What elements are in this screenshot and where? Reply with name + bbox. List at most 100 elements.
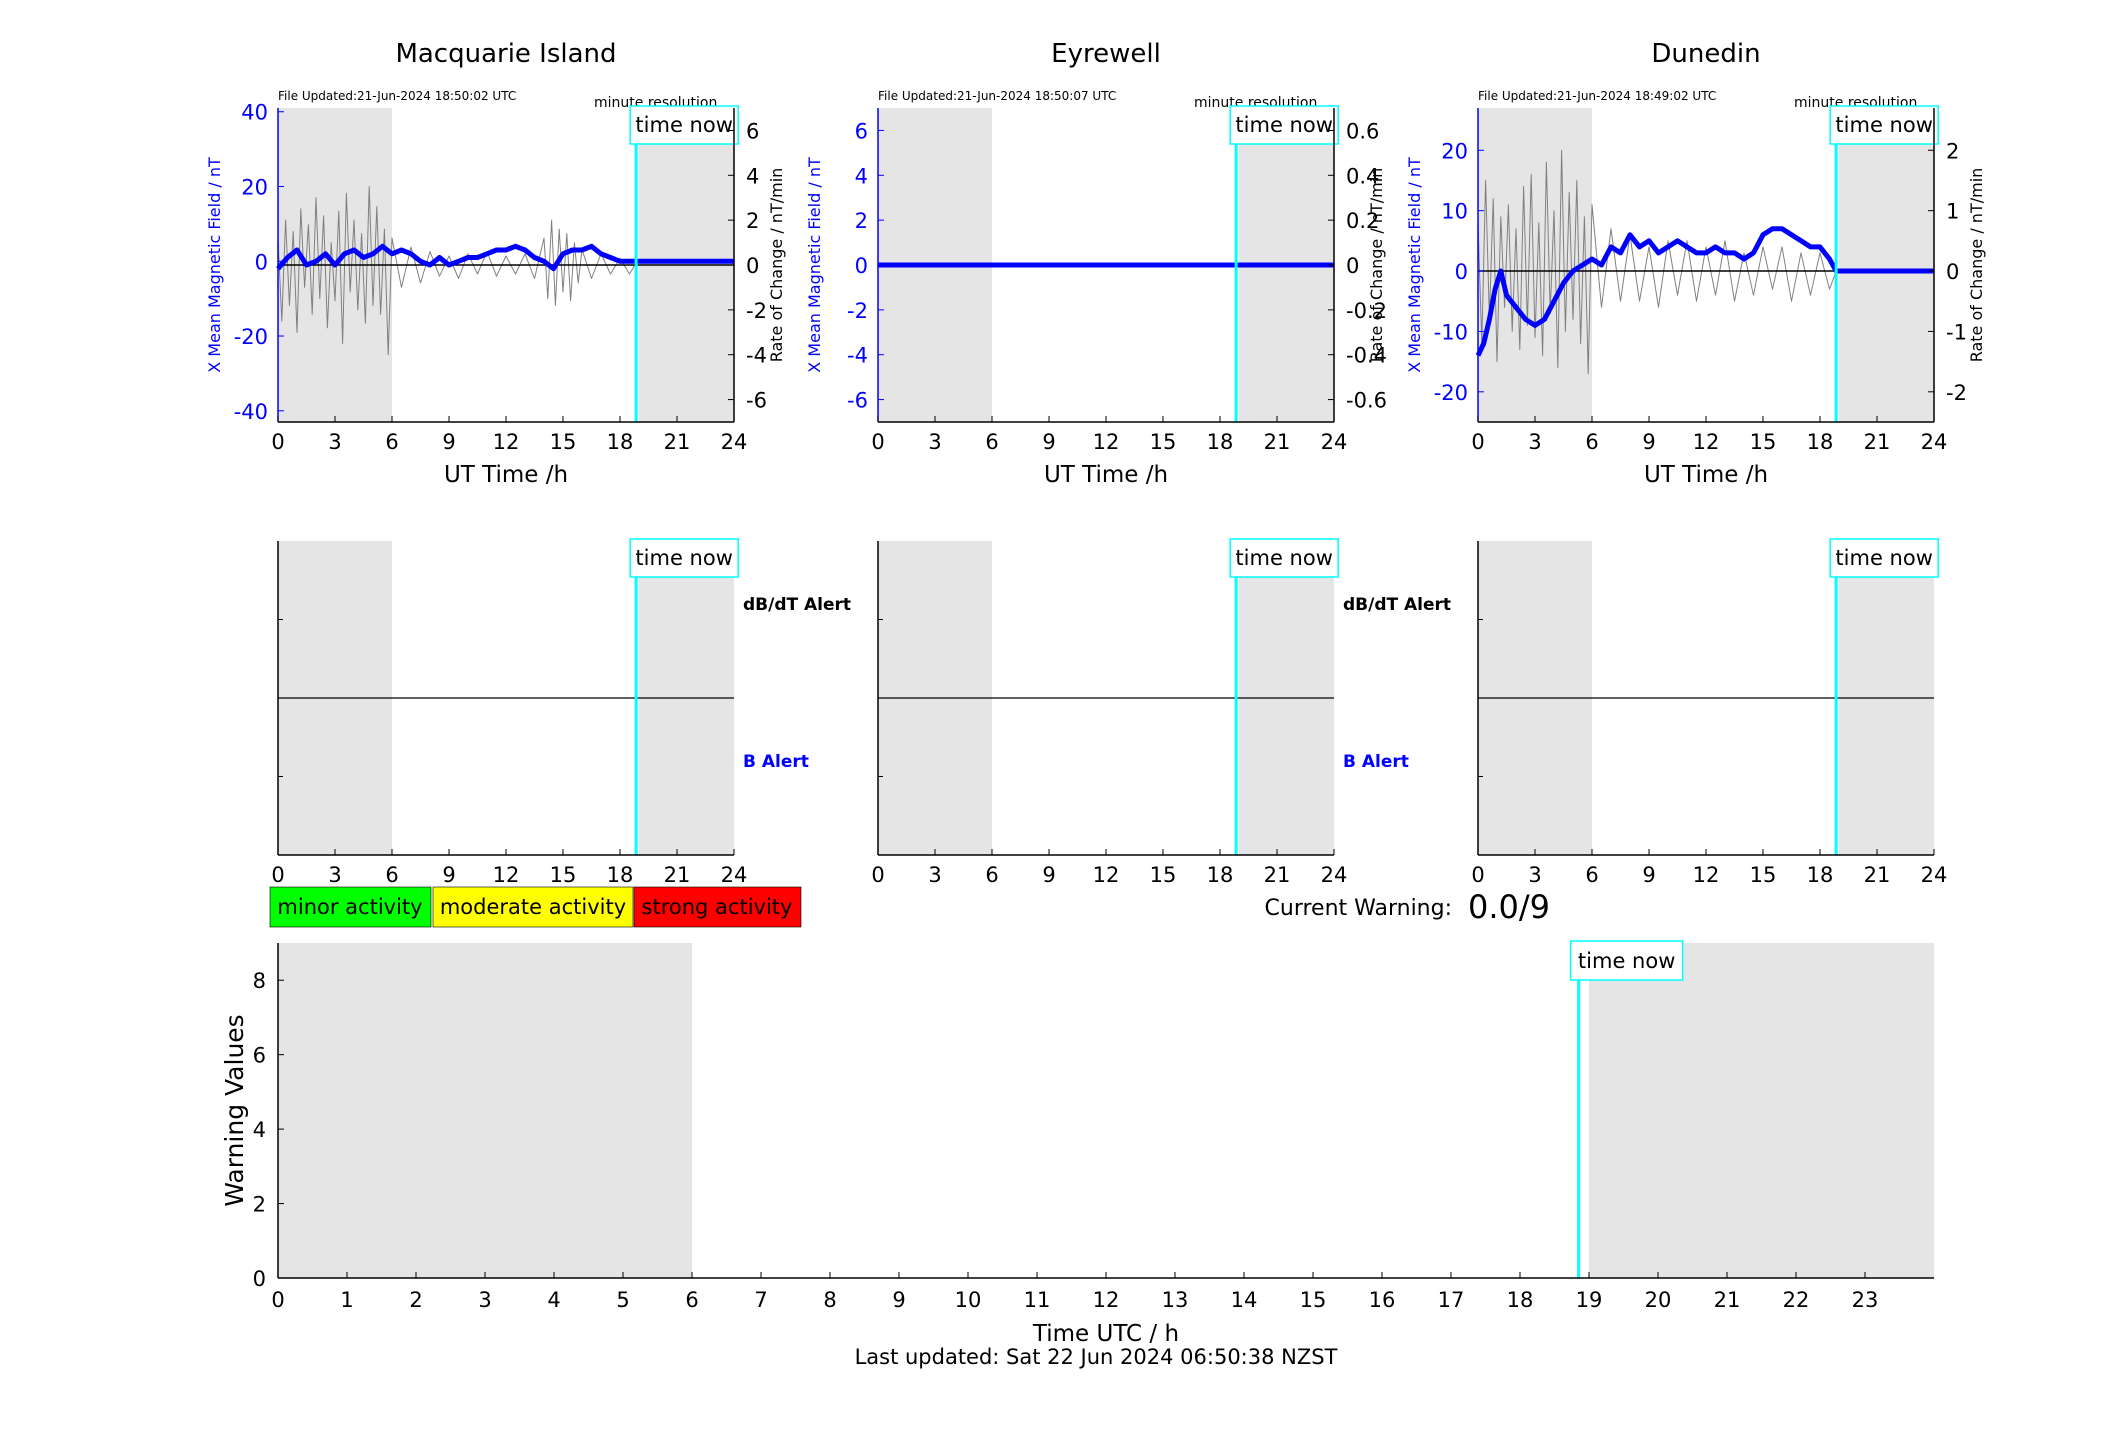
- y-tick-label: -4: [847, 344, 868, 368]
- x-tick-label: 18: [607, 430, 634, 454]
- time-now-label: time now: [1235, 546, 1332, 570]
- x-tick-label: 18: [607, 863, 634, 887]
- x-tick-label: 3: [1528, 863, 1541, 887]
- alert-panel-1: time now 0 3 6 9 12 15 18 21 24 dB/dT Alert B Alert: [271, 538, 851, 887]
- y-right-tick-label: 0: [1346, 254, 1359, 278]
- time-now-box: [1829, 105, 1939, 145]
- current-warning-label: Current Warning:: [1265, 896, 1452, 921]
- y-axis-label-right: Rate of Change / nT/min: [767, 168, 786, 363]
- site-title: Dunedin: [1651, 39, 1760, 69]
- x-axis-label: UT Time /h: [444, 462, 568, 488]
- night-band-1: [1589, 943, 1934, 1278]
- y-tick-label: 2: [855, 209, 868, 233]
- x-tick-label: 21: [1864, 430, 1891, 454]
- y-tick-label: -6: [847, 389, 868, 413]
- x-tick-label: 6: [385, 430, 398, 454]
- y-right-tick-label: 2: [1946, 139, 1959, 163]
- y-right-tick-label: 4: [746, 164, 759, 188]
- x-tick-label: 1: [340, 1288, 353, 1312]
- y-right-tick-label: -6: [746, 389, 767, 413]
- x-tick-label: 18: [1207, 430, 1234, 454]
- y-tick-label: -20: [234, 325, 268, 349]
- x-tick-label: 18: [1207, 863, 1234, 887]
- x-tick-label: 24: [721, 430, 748, 454]
- x-tick-label: 15: [1750, 430, 1777, 454]
- x-tick-label: 15: [1150, 430, 1177, 454]
- x-tick-label: 24: [1321, 863, 1348, 887]
- x-tick-label: 6: [985, 430, 998, 454]
- x-tick-label: 13: [1162, 1288, 1189, 1312]
- x-tick-label: 3: [478, 1288, 491, 1312]
- x-tick-label: 16: [1369, 1288, 1396, 1312]
- x-tick-label: 3: [928, 863, 941, 887]
- magnetic-field-line: [1475, 226, 1934, 357]
- y-tick-label: 20: [1441, 139, 1468, 163]
- x-tick-label: 15: [550, 863, 577, 887]
- y-right-tick-label: 1: [1946, 200, 1959, 224]
- x-tick-label: 21: [664, 863, 691, 887]
- x-tick-label: 9: [1042, 430, 1055, 454]
- time-now-label: time now: [635, 113, 732, 137]
- time-now-box: [629, 538, 739, 578]
- magnetometer-panel-1: Macquarie Island File Updated:21-Jun-2024…: [205, 39, 786, 488]
- y-right-tick-label: -0.2: [1346, 299, 1387, 323]
- x-tick-label: 12: [493, 863, 520, 887]
- x-tick-label: 21: [1864, 863, 1891, 887]
- y-tick-label: 0: [1455, 260, 1468, 284]
- site-title: Macquarie Island: [395, 39, 616, 69]
- y-tick-label: -2: [847, 299, 868, 323]
- x-tick-label: 9: [1042, 863, 1055, 887]
- legend-strong-swatch: [633, 886, 802, 928]
- x-tick-label: 24: [1921, 863, 1948, 887]
- x-tick-label: 9: [1642, 430, 1655, 454]
- x-tick-label: 0: [271, 430, 284, 454]
- x-tick-label: 18: [1507, 1288, 1534, 1312]
- x-tick-label: 9: [892, 1288, 905, 1312]
- y-right-tick-label: -2: [746, 299, 767, 323]
- x-axis-label: UT Time /h: [1044, 462, 1168, 488]
- x-tick-label: 21: [1264, 863, 1291, 887]
- x-tick-label: 3: [928, 430, 941, 454]
- x-tick-label: 12: [493, 430, 520, 454]
- y-tick-label: -10: [1434, 320, 1468, 344]
- alert-panel-2: time now 0 3 6 9 12 15 18 21 24 dB/dT Alert B Alert: [871, 538, 1451, 887]
- site-title: Eyrewell: [1051, 39, 1161, 69]
- time-now-box: [1229, 538, 1339, 578]
- y-right-tick-label: 0.2: [1346, 209, 1379, 233]
- y-tick-label: 2: [253, 1193, 266, 1217]
- time-now-label: time now: [1835, 113, 1932, 137]
- time-now-box: [1229, 105, 1339, 145]
- x-tick-label: 15: [550, 430, 577, 454]
- x-tick-label: 6: [985, 863, 998, 887]
- time-now-box: [1569, 940, 1684, 981]
- x-tick-label: 6: [385, 863, 398, 887]
- legend-minor-swatch: [269, 886, 432, 928]
- dbdt-alert-label: dB/dT Alert: [1343, 595, 1451, 615]
- x-tick-label: 14: [1231, 1288, 1258, 1312]
- x-tick-label: 4: [547, 1288, 560, 1312]
- x-tick-label: 24: [721, 863, 748, 887]
- x-tick-label: 9: [442, 430, 455, 454]
- file-updated-text: File Updated:21-Jun-2024 18:49:02 UTC: [1478, 89, 1716, 103]
- y-right-tick-label: 2: [746, 209, 759, 233]
- time-now-box: [629, 105, 739, 145]
- time-now-label: time now: [1835, 546, 1932, 570]
- x-tick-label: 0: [1471, 863, 1484, 887]
- y-tick-label: 0: [255, 250, 268, 274]
- x-tick-label: 12: [1693, 430, 1720, 454]
- x-tick-label: 9: [442, 863, 455, 887]
- x-tick-label: 15: [1150, 863, 1177, 887]
- x-tick-label: 12: [1093, 430, 1120, 454]
- rate-of-change-line: [1477, 149, 1837, 375]
- x-tick-label: 21: [1264, 430, 1291, 454]
- x-tick-label: 19: [1576, 1288, 1603, 1312]
- y-tick-label: 40: [241, 101, 268, 125]
- y-right-tick-label: 6: [746, 119, 759, 143]
- b-alert-label: B Alert: [743, 752, 809, 772]
- x-tick-label: 20: [1645, 1288, 1672, 1312]
- x-tick-label: 0: [1471, 430, 1484, 454]
- x-tick-label: 0: [871, 430, 884, 454]
- x-tick-label: 7: [754, 1288, 767, 1312]
- time-now-label: time now: [635, 546, 732, 570]
- x-tick-label: 3: [1528, 430, 1541, 454]
